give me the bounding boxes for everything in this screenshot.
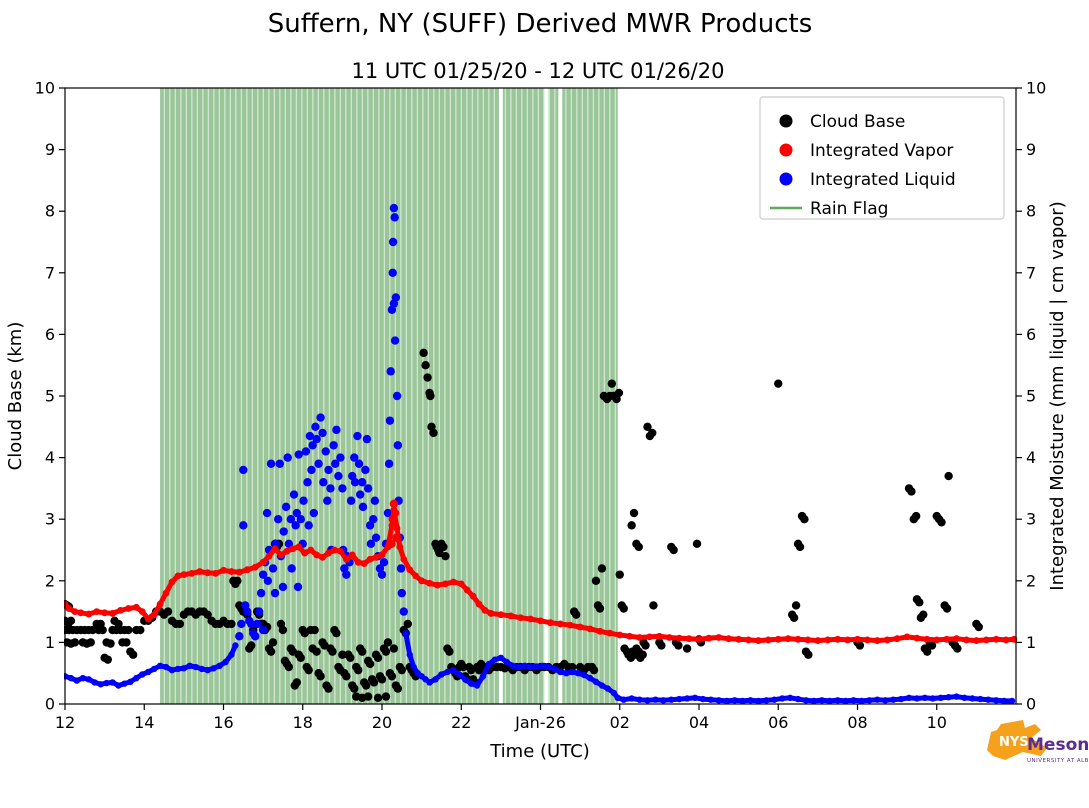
legend-marker-dot <box>779 172 793 186</box>
y-tick-label-left: 3 <box>45 510 55 529</box>
axes: 12 14 16 18 20 22 Jan-26 02 04 06 08 100 01 12 23 34 45 5… <box>35 79 1047 733</box>
x-tick-label: 04 <box>689 713 709 732</box>
y-tick-label-right: 8 <box>1026 202 1036 221</box>
x-tick-label: 18 <box>293 713 313 732</box>
y-axis-label-left: Cloud Base (km) <box>5 322 26 471</box>
y-tick-label-left: 8 <box>45 202 55 221</box>
legend-label: Integrated Liquid <box>810 170 956 190</box>
y-tick-label-right: 2 <box>1026 571 1036 590</box>
legend-entry-integrated-liquid: Integrated Liquid <box>779 170 956 190</box>
integrated-vapor-series <box>64 499 1017 644</box>
y-tick-label-left: 1 <box>45 633 55 652</box>
legend-label: Cloud Base <box>810 112 905 132</box>
y-tick-label-left: 0 <box>45 695 55 714</box>
integrated-liquid-series <box>64 203 1016 705</box>
x-tick-label: 22 <box>451 713 471 732</box>
legend: Cloud Base Integrated Vapor Integrated Liq… <box>759 96 1005 220</box>
y-tick-label-right: 0 <box>1026 695 1036 714</box>
logo-tagline-text: UNIVERSITY AT ALBANY <box>1027 758 1089 764</box>
x-tick-label: 08 <box>847 713 867 732</box>
y-tick-label-right: 6 <box>1026 325 1036 344</box>
x-tick-label: Jan-26 <box>514 713 566 732</box>
y-tick-label-left: 10 <box>35 79 55 98</box>
chart-subtitle: 11 UTC 01/25/20 - 12 UTC 01/26/20 <box>352 59 725 83</box>
y-tick-label-right: 9 <box>1026 140 1036 159</box>
y-tick-label-right: 10 <box>1026 79 1046 98</box>
legend-label: Rain Flag <box>810 199 888 219</box>
logo-mesonet-text: Mesonet <box>1027 735 1089 755</box>
legend-entry-integrated-vapor: Integrated Vapor <box>779 141 953 161</box>
y-tick-label-right: 7 <box>1026 263 1036 282</box>
x-tick-label: 12 <box>55 713 75 732</box>
y-tick-label-left: 6 <box>45 325 55 344</box>
y-tick-label-left: 4 <box>45 448 55 467</box>
x-tick-label: 14 <box>134 713 154 732</box>
x-tick-label: 16 <box>213 713 233 732</box>
y-axis-label-right: Integrated Moisture (mm liquid | cm vapo… <box>1047 201 1068 590</box>
y-tick-label-left: 7 <box>45 263 55 282</box>
legend-marker-dot <box>779 114 793 128</box>
plot-area <box>64 88 1017 705</box>
legend-label: Integrated Vapor <box>810 141 953 161</box>
y-tick-label-left: 9 <box>45 140 55 159</box>
y-tick-label-right: 5 <box>1026 387 1036 406</box>
legend-entry-rain-flag: Rain Flag <box>770 199 888 219</box>
y-tick-label-right: 1 <box>1026 633 1036 652</box>
x-tick-label: 10 <box>927 713 947 732</box>
x-tick-label: 02 <box>610 713 630 732</box>
x-axis-label: Time (UTC) <box>489 741 590 762</box>
ny-state-shape <box>987 720 1047 760</box>
x-tick-label: 06 <box>768 713 788 732</box>
nys-mesonet-logo: NYS Mesonet UNIVERSITY AT ALBANY <box>987 720 1089 764</box>
legend-box <box>759 96 1005 220</box>
y-tick-label-left: 2 <box>45 571 55 590</box>
x-tick-label: 20 <box>372 713 392 732</box>
y-tick-label-right: 3 <box>1026 510 1036 529</box>
rain-flag-band <box>160 88 618 704</box>
legend-entry-cloud-base: Cloud Base <box>779 112 905 132</box>
logo-nys-text: NYS <box>999 735 1029 750</box>
y-tick-label-left: 5 <box>45 387 55 406</box>
chart-title: Suffern, NY (SUFF) Derived MWR Products <box>268 9 813 39</box>
legend-marker-dot <box>779 143 793 157</box>
y-tick-label-right: 4 <box>1026 448 1036 467</box>
